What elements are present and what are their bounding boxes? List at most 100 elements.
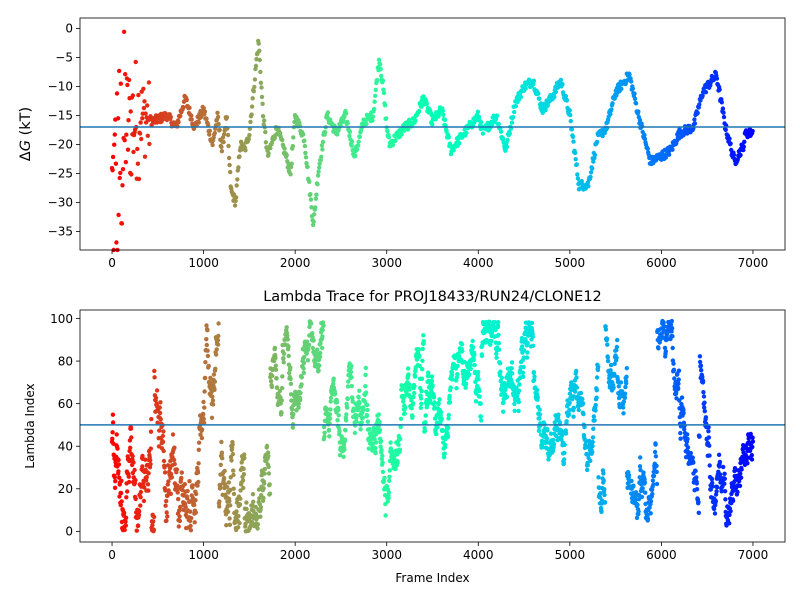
lambda-point [304,351,309,356]
lambda-point [478,414,484,419]
delta-g-point [313,205,318,210]
lambda-point [395,460,400,465]
lambda-point [535,395,540,400]
delta-g-plot-area [80,18,785,250]
lambda-point [196,447,201,452]
y-tick-label: 0 [65,22,73,36]
lambda-point [702,400,707,405]
delta-g-point [723,127,728,132]
delta-g-point [137,131,143,136]
lambda-point [749,457,755,462]
delta-g-point [145,103,150,108]
lambda-point [567,400,572,405]
lambda-point [146,471,151,476]
lambda-point [199,427,205,432]
lambda-point [694,487,700,492]
lambda-point [163,503,168,508]
lambda-point [635,502,640,507]
delta-g-point [234,183,239,188]
lambda-point [164,518,169,523]
lambda-point [398,416,404,421]
lambda-point [423,420,428,425]
lambda-point [228,503,233,508]
delta-g-point [217,127,222,133]
lambda-point [327,412,333,417]
lambda-point [357,401,362,406]
lambda-panel-title: Lambda Trace for PROJ18433/RUN24/CLONE12 [263,289,602,305]
lambda-point [155,420,160,425]
lambda-point [289,398,294,403]
delta-g-point [226,155,232,161]
lambda-point [373,445,378,451]
lambda-point [341,454,346,459]
delta-g-point [133,59,138,65]
lambda-y-ticks: 0 20 40 60 80 100 [50,312,80,539]
x-tick-label: 7000 [738,548,769,562]
delta-g-point [373,87,378,93]
delta-g-point [120,183,125,188]
lambda-point [172,445,177,450]
lambda-point [285,337,290,342]
delta-g-point [225,132,231,138]
lambda-point [242,452,247,457]
lambda-point [211,372,217,377]
delta-g-point [475,109,481,115]
lambda-point [210,398,216,403]
lambda-point [615,337,620,343]
lambda-point [678,436,683,441]
lambda-point [590,439,595,445]
lambda-point [479,418,484,423]
lambda-point [512,408,517,413]
lambda-point [224,484,230,490]
lambda-point [148,461,153,467]
lambda-point [175,490,180,495]
lambda-point [434,420,440,425]
lambda-panel: Lambda Trace for PROJ18433/RUN24/CLONE12… [23,289,786,585]
lambda-point [699,368,704,373]
lambda-point [255,522,261,527]
delta-g-point [262,118,267,123]
delta-g-point [147,141,152,147]
delta-g-point [727,136,732,141]
lambda-point [498,369,503,374]
lambda-point [377,419,382,425]
lambda-point [198,432,203,437]
delta-g-point [312,212,317,217]
lambda-point [290,425,295,430]
lambda-point [320,327,325,333]
lambda-point [432,400,437,405]
delta-g-point [642,136,648,141]
lambda-point [622,395,628,400]
lambda-point [654,463,659,468]
lambda-point [440,428,446,433]
lambda-point [205,328,210,333]
lambda-point [128,426,134,431]
lambda-point [174,467,180,472]
delta-g-point [154,120,160,125]
lambda-point [270,373,275,378]
lambda-point [161,429,166,434]
delta-g-point [697,102,702,107]
lambda-point [214,347,219,352]
delta-g-point [376,57,382,62]
delta-g-point [510,115,516,120]
lambda-point [524,355,530,360]
lambda-point [571,405,576,411]
lambda-point [190,483,195,488]
lambda-point [363,372,368,378]
lambda-point [728,509,733,514]
lambda-point [299,382,304,387]
lambda-point [138,495,143,500]
lambda-point [643,490,648,495]
lambda-point [327,434,332,439]
lambda-point [476,369,481,375]
lambda-point [135,523,141,528]
lambda-point [343,428,348,433]
lambda-point [272,345,278,351]
delta-g-point [619,86,624,92]
delta-g-point [728,141,733,146]
lambda-point [281,356,286,361]
lambda-plot-area [80,310,785,542]
delta-g-point [204,116,209,121]
lambda-point [324,406,329,412]
